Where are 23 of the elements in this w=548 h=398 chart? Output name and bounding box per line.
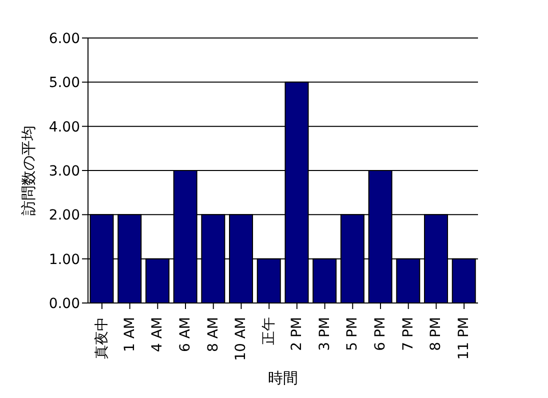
x-tick-label: 正午 [261,317,278,345]
x-tick-label: 4 AM [150,317,166,352]
y-tick-label: 5.00 [48,75,80,92]
y-tick-label: 6.00 [48,30,80,47]
x-tick-label: 1 AM [122,317,138,352]
y-tick-label: 1.00 [48,252,80,268]
x-tick-label: 5 PM [344,317,361,351]
x-tick-label: 6 AM [178,317,194,352]
y-tick-label: 3.00 [48,163,80,180]
y-tick-label: 2.00 [48,208,80,224]
x-axis-title: 時間 [268,369,298,387]
x-tick-label: 8 AM [205,317,222,352]
y-tick-label: 4.00 [48,119,80,136]
x-tick-label: 6 PM [372,317,388,351]
x-tick-label: 8 PM [428,317,444,351]
y-axis-title: 訪問数の平均 [19,126,38,216]
x-tick-label: 11 PM [456,317,472,360]
y-tick-label: 0.00 [48,296,80,312]
x-tick-label: 真夜中 [94,317,110,359]
x-tick-label: 2 PM [288,317,305,351]
x-tick-label: 3 PM [316,317,333,351]
x-tick-label: 7 PM [400,317,416,351]
x-tick-label: 10 AM [233,317,250,361]
